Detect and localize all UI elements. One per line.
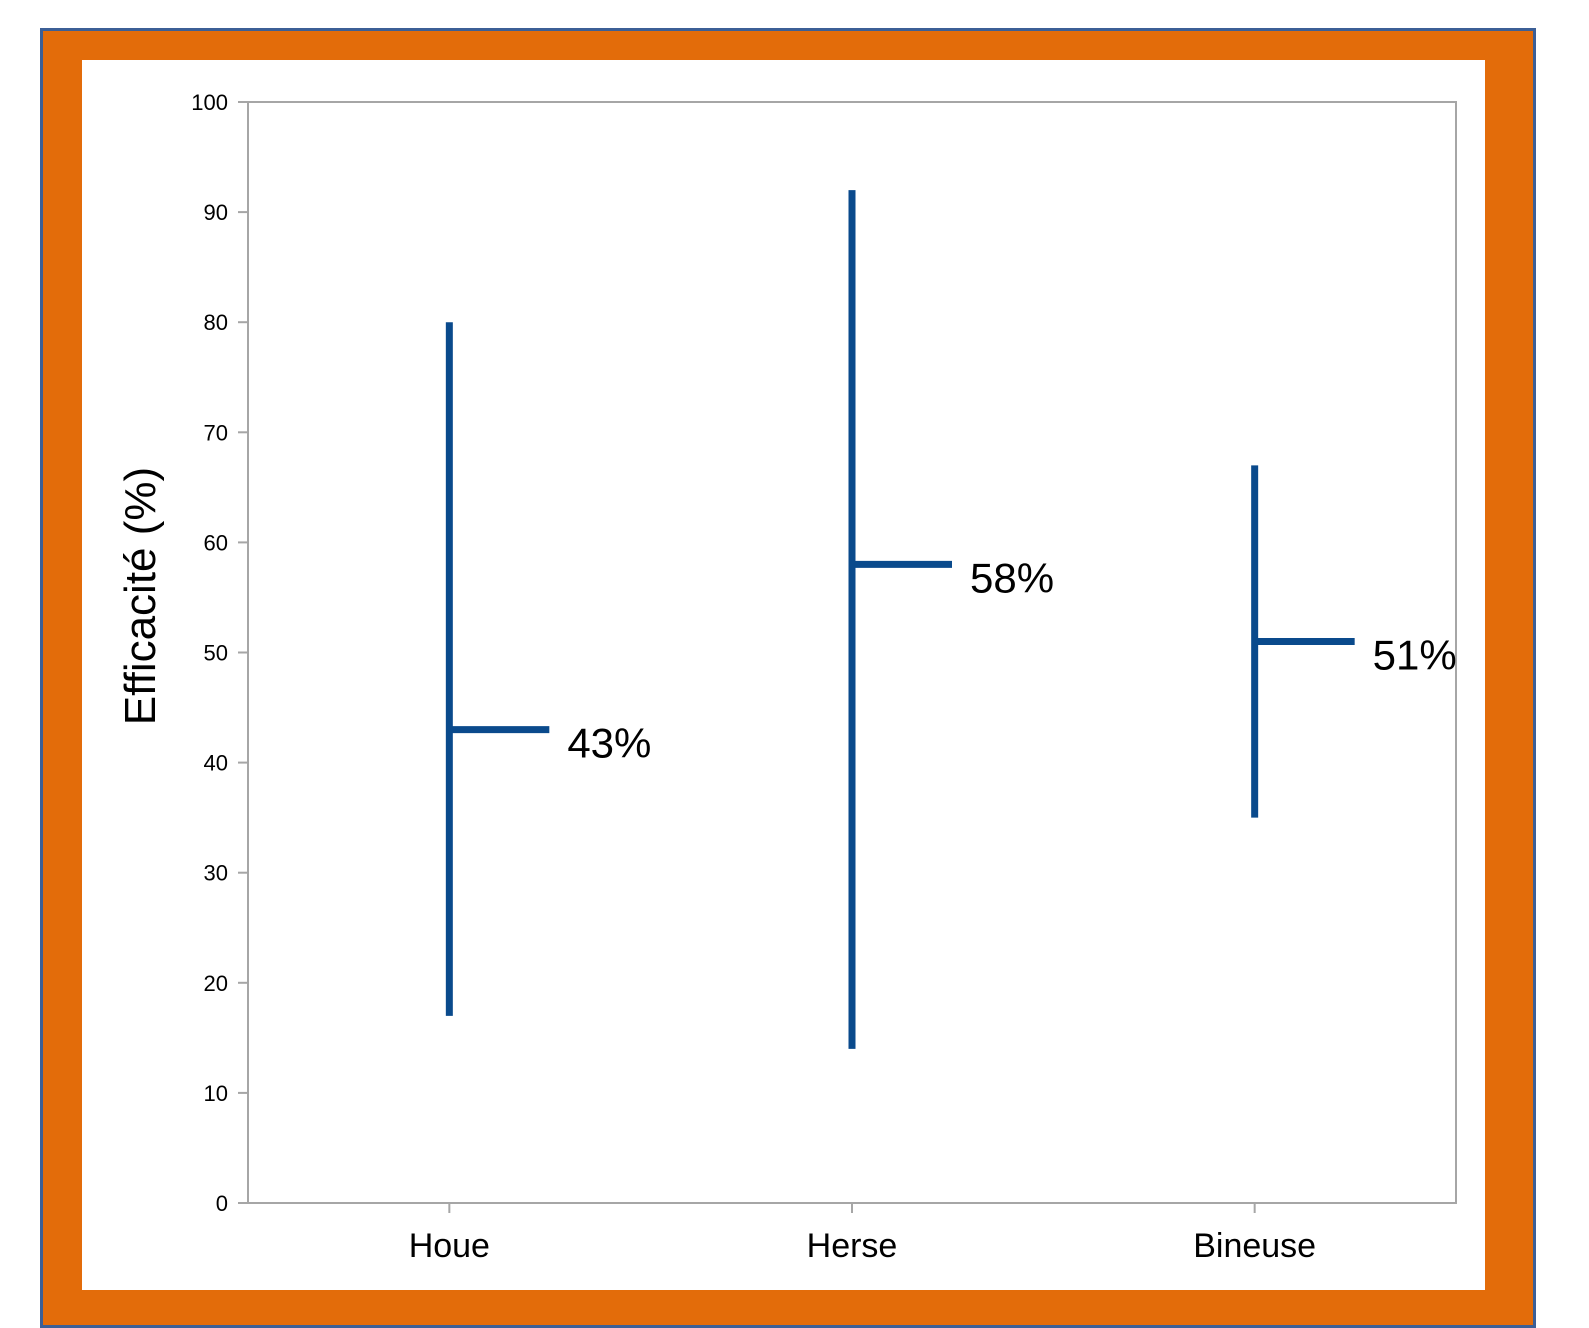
x-axis: Houe Herse Bineuse [409,1203,1316,1265]
y-tick-label: 100 [191,90,228,115]
y-tick-label: 40 [204,751,228,776]
data-series: 43% 58% 51% [445,190,1457,1049]
data-label: 58% [970,554,1054,601]
y-tick-label: 90 [204,200,228,225]
data-label: 43% [567,720,651,767]
y-tick-label: 60 [204,530,228,555]
data-label: 51% [1373,631,1457,678]
y-tick-label: 0 [216,1191,228,1216]
x-category-label: Herse [807,1227,898,1265]
y-tick-label: 10 [204,1081,228,1106]
y-tick-label: 80 [204,310,228,335]
y-tick-label: 30 [204,861,228,886]
y-axis: 0 10 20 30 40 50 60 70 80 90 100 [191,90,248,1216]
x-category-label: Bineuse [1193,1227,1316,1265]
y-tick-label: 70 [204,420,228,445]
y-tick-label: 50 [204,641,228,666]
y-tick-label: 20 [204,971,228,996]
y-axis-title: Efficacité (%) [116,467,165,725]
x-category-label: Houe [409,1227,490,1265]
